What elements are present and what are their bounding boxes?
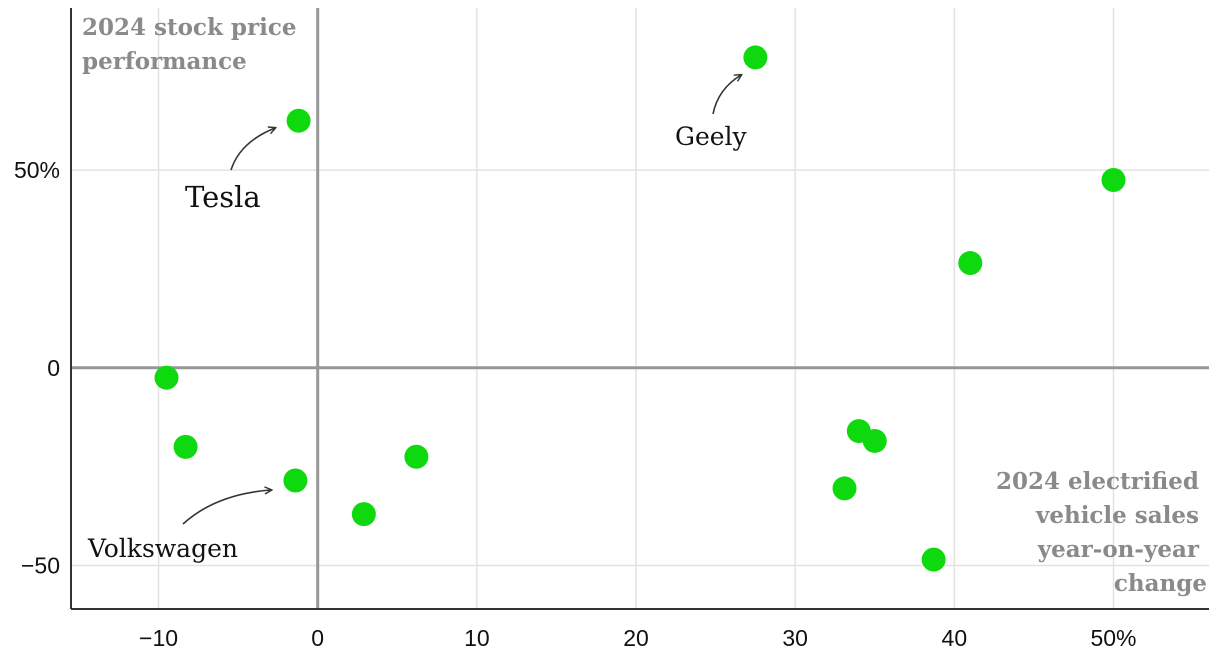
y-axis-title-line: 2024 stock price bbox=[82, 14, 296, 41]
y-tick-label: 0 bbox=[47, 355, 60, 381]
x-axis-title: 2024 electrified vehicle sales year-on-y… bbox=[996, 468, 1207, 597]
y-tick-label: 50% bbox=[14, 157, 60, 183]
data-point bbox=[154, 365, 179, 390]
annotation-volkswagen: Volkswagen bbox=[87, 534, 238, 563]
x-axis-title-line: change bbox=[1114, 570, 1207, 597]
x-tick-label: 50% bbox=[1090, 625, 1136, 651]
annotation-arrow-volkswagen bbox=[182, 490, 271, 525]
x-tick-label: 40 bbox=[942, 625, 968, 651]
x-tick-label: −10 bbox=[139, 625, 178, 651]
x-tick-labels: −10 0 10 20 30 40 50% bbox=[139, 625, 1136, 651]
x-axis-title-line: year-on-year bbox=[1037, 536, 1200, 563]
data-point bbox=[173, 434, 198, 459]
data-point bbox=[743, 45, 768, 70]
data-point bbox=[862, 428, 887, 453]
data-point bbox=[404, 444, 429, 469]
data-point bbox=[1101, 167, 1126, 192]
annotation-geely: Geely bbox=[675, 122, 748, 151]
data-point bbox=[958, 251, 983, 276]
y-axis-title-line: performance bbox=[82, 48, 247, 75]
x-tick-label: 10 bbox=[464, 625, 490, 651]
x-axis-title-line: vehicle sales bbox=[1035, 502, 1199, 529]
annotation-arrow-tesla bbox=[230, 128, 275, 171]
annotation-arrow-geely bbox=[712, 75, 741, 115]
data-point bbox=[921, 547, 946, 572]
zero-lines bbox=[71, 8, 1209, 609]
y-tick-labels: −50 0 50% bbox=[14, 157, 60, 578]
x-axis-title-line: 2024 electrified bbox=[996, 468, 1199, 495]
y-tick-label: −50 bbox=[21, 553, 60, 579]
annotation-tesla: Tesla bbox=[185, 180, 261, 214]
data-point bbox=[832, 476, 857, 501]
x-tick-label: 30 bbox=[782, 625, 808, 651]
grid bbox=[71, 8, 1209, 609]
x-tick-label: 20 bbox=[623, 625, 649, 651]
axes bbox=[70, 8, 1209, 610]
data-point bbox=[286, 108, 311, 133]
x-tick-label: 0 bbox=[311, 625, 324, 651]
y-axis-title: 2024 stock price performance bbox=[82, 14, 304, 75]
data-point bbox=[351, 502, 376, 527]
data-point bbox=[283, 468, 308, 493]
data-points bbox=[154, 45, 1126, 572]
